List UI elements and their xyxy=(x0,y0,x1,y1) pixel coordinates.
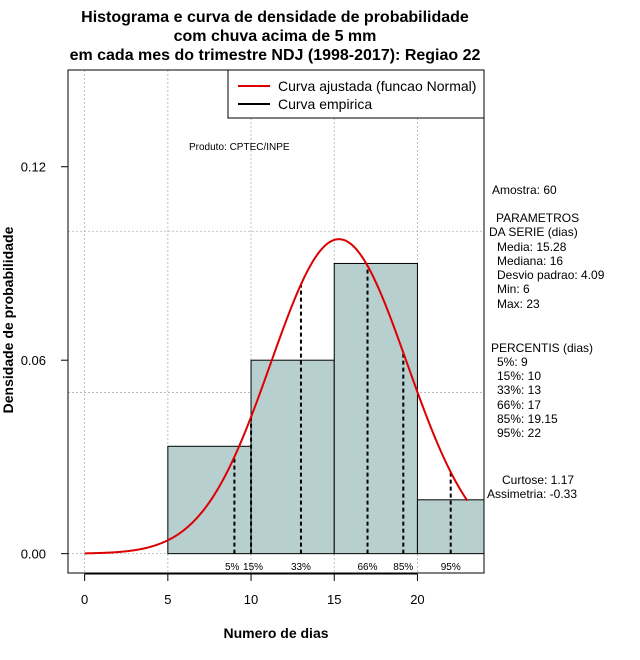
percentile-label: 66% xyxy=(358,562,378,573)
chart-title-line-3: em cada mes do trimestre NDJ (1998-2017)… xyxy=(70,47,481,64)
percentile-label: 33% xyxy=(291,562,311,573)
x-tick-label: 0 xyxy=(81,592,88,607)
x-axis-title: Numero de dias xyxy=(223,625,328,641)
producer-note: Produto: CPTEC/INPE xyxy=(189,142,290,153)
x-axis: 0 5 10 15 20 xyxy=(81,573,425,607)
histogram-bar xyxy=(167,445,252,555)
x-tick-label: 5 xyxy=(164,592,171,607)
percentile-label: 15% xyxy=(243,562,263,573)
histogram-bar xyxy=(250,359,335,555)
x-tick-label: 15 xyxy=(327,592,341,607)
stat-p15: 15%: 10 xyxy=(497,369,541,383)
x-tick-label: 20 xyxy=(410,592,424,607)
legend: Curva ajustada (funcao Normal) Curva emp… xyxy=(227,69,485,119)
stat-param-header-2: DA SERIE (dias) xyxy=(489,225,578,239)
fit-curve-line xyxy=(84,238,469,555)
y-tick-label: 0.06 xyxy=(21,353,46,368)
percentile-label: 5% xyxy=(225,562,240,573)
stat-amostra: Amostra: 60 xyxy=(492,183,557,197)
legend-empirical-label: Curva empirica xyxy=(278,96,372,112)
stat-p95: 95%: 22 xyxy=(497,426,541,440)
stat-max: Max: 23 xyxy=(497,297,540,311)
stats-panel: Amostra: 60 PARAMETROS DA SERIE (dias) M… xyxy=(487,183,605,501)
legend-box xyxy=(227,69,485,119)
stat-curtose: Curtose: 1.17 xyxy=(502,473,574,487)
stat-desvio: Desvio padrao: 4.09 xyxy=(497,268,605,282)
percentile-label: 95% xyxy=(441,562,461,573)
stat-min: Min: 6 xyxy=(497,282,530,296)
stat-mediana: Mediana: 16 xyxy=(497,254,563,268)
histogram-bars xyxy=(167,262,485,555)
y-tick-label: 0.12 xyxy=(21,160,46,175)
x-tick-label: 10 xyxy=(244,592,258,607)
y-axis-title: Densidade de probabilidade xyxy=(0,226,16,413)
y-tick-label: 0.00 xyxy=(21,547,46,562)
chart-title-line-2: com chuva acima de 5 mm xyxy=(174,28,377,45)
stat-assimetria: Assimetria: -0.33 xyxy=(487,487,577,501)
legend-fit-label: Curva ajustada (funcao Normal) xyxy=(278,78,476,94)
stat-p5: 5%: 9 xyxy=(497,355,528,369)
histogram-bar xyxy=(333,262,418,555)
stat-p85: 85%: 19.15 xyxy=(497,412,558,426)
percentile-label: 85% xyxy=(393,562,413,573)
stat-media: Media: 15.28 xyxy=(497,240,567,254)
chart-title-line-1: Histograma e curva de densidade de proba… xyxy=(81,9,469,26)
percentile-lines: 5% 15% 33% 66% 85% 95% xyxy=(225,265,461,573)
stat-p66: 66%: 17 xyxy=(497,398,541,412)
stat-param-header-1: PARAMETROS xyxy=(496,211,579,225)
stat-percentis-header: PERCENTIS (dias) xyxy=(491,341,593,355)
y-axis: 0.00 0.06 0.12 xyxy=(21,160,69,562)
stat-p33: 33%: 13 xyxy=(497,383,541,397)
